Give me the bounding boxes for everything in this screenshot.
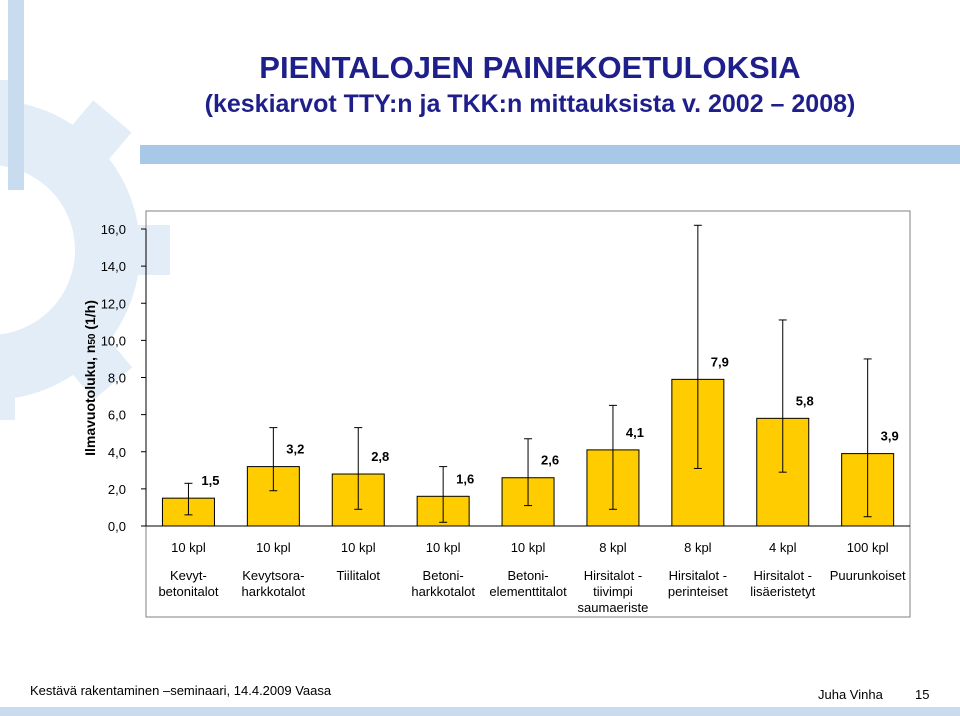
count-label: 8 kpl <box>599 540 627 555</box>
count-label: 10 kpl <box>341 540 376 555</box>
data-label: 7,9 <box>711 354 729 369</box>
header-stripe <box>140 145 960 164</box>
category-label-line: tiivimpi <box>593 584 633 599</box>
slide-subtitle: (keskiarvot TTY:n ja TKK:n mittauksista … <box>204 90 856 118</box>
y-tick-label: 10,0 <box>101 333 126 348</box>
data-label: 2,8 <box>371 449 389 464</box>
category-label-line: Betoni- <box>507 568 548 583</box>
left-stripe <box>8 0 24 190</box>
category-label: Kevytsora-harkkotalot <box>242 568 306 599</box>
category-label: Puurunkoiset <box>830 568 906 583</box>
category-label-line: betonitalot <box>158 584 218 599</box>
count-label: 100 kpl <box>847 540 889 555</box>
category-label: Tiilitalot <box>336 568 380 583</box>
category-label: Betoni-elementtitalot <box>489 568 567 599</box>
count-label: 10 kpl <box>256 540 291 555</box>
category-label: Betoni-harkkotalot <box>411 568 475 599</box>
slide-title: PIENTALOJEN PAINEKOETULOKSIA <box>259 50 801 85</box>
plot-frame <box>145 210 911 618</box>
y-tick-label: 8,0 <box>108 371 126 386</box>
y-tick-label: 2,0 <box>108 482 126 497</box>
bottom-stripe <box>0 707 960 716</box>
data-label: 3,2 <box>286 442 304 457</box>
category-label-line: Tiilitalot <box>336 568 380 583</box>
count-label: 10 kpl <box>511 540 546 555</box>
count-label: 10 kpl <box>171 540 206 555</box>
y-axis-label-unit: (1/h) <box>82 300 98 333</box>
category-label-line: Betoni- <box>423 568 464 583</box>
y-tick-label: 4,0 <box>108 445 126 460</box>
y-tick-label: 0,0 <box>108 519 126 534</box>
category-label-line: Kevyt- <box>170 568 207 583</box>
y-axis-label-sub: 50 <box>87 333 98 345</box>
category-label: Hirsitalot -lisäeristetyt <box>750 568 815 599</box>
footer-event: Kestävä rakentaminen –seminaari, 14.4.20… <box>30 683 332 698</box>
category-label-line: elementtitalot <box>489 584 567 599</box>
y-axis-label: Ilmavuotoluku, n50 (1/h) <box>82 300 98 456</box>
count-label: 8 kpl <box>684 540 712 555</box>
data-label: 4,1 <box>626 425 644 440</box>
page-number: 15 <box>915 687 930 702</box>
data-label: 1,6 <box>456 471 474 486</box>
y-tick-label: 14,0 <box>101 259 126 274</box>
category-label-line: lisäeristetyt <box>750 584 815 599</box>
category-label-line: harkkotalot <box>411 584 475 599</box>
category-label-line: Hirsitalot - <box>669 568 728 583</box>
count-label: 10 kpl <box>426 540 461 555</box>
y-tick-label: 6,0 <box>108 408 126 423</box>
footer-author: Juha Vinha <box>818 687 883 702</box>
category-label-line: Kevytsora- <box>242 568 304 583</box>
gear-decoration <box>0 80 170 420</box>
category-label: Hirsitalot -tiivimpi saumaeriste <box>578 568 649 615</box>
category-label: Hirsitalot -perinteiset <box>668 568 728 599</box>
category-label-line: harkkotalot <box>242 584 306 599</box>
y-tick-label: 12,0 <box>101 296 126 311</box>
category-label-line: Hirsitalot - <box>584 568 643 583</box>
category-label-line: perinteiset <box>668 584 728 599</box>
category-label-line: Hirsitalot - <box>753 568 812 583</box>
count-label: 4 kpl <box>769 540 797 555</box>
category-label: Kevyt-betonitalot <box>158 568 218 599</box>
data-label: 2,6 <box>541 453 559 468</box>
y-axis-label-main: Ilmavuotoluku, n <box>82 345 98 456</box>
data-label: 5,8 <box>796 393 814 408</box>
data-label: 1,5 <box>201 473 219 488</box>
category-label-line: Puurunkoiset <box>830 568 906 583</box>
category-label-line: saumaeriste <box>578 600 649 615</box>
data-label: 3,9 <box>881 429 899 444</box>
y-tick-label: 16,0 <box>101 222 126 237</box>
